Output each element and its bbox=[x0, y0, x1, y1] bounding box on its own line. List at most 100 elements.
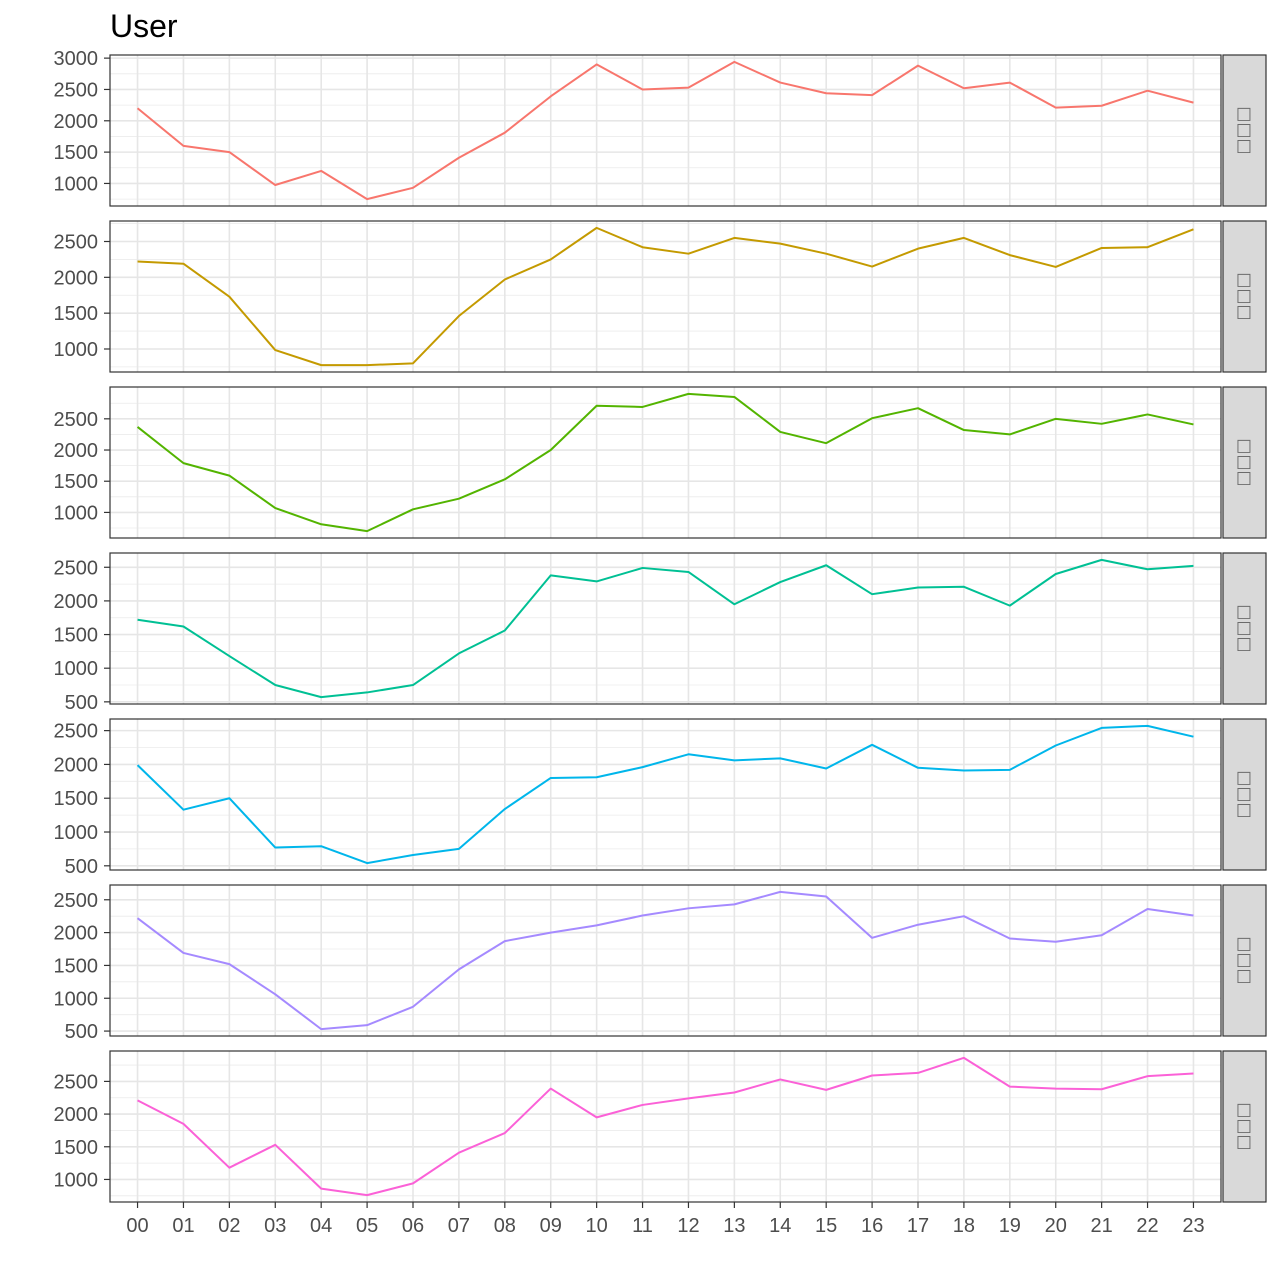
facet-strip-label: □□□ bbox=[1235, 770, 1255, 818]
panel-background bbox=[110, 221, 1221, 372]
series-line bbox=[137, 558, 1194, 699]
y-tick-label: 1000 bbox=[54, 822, 99, 844]
x-tick-label: 15 bbox=[815, 1215, 837, 1237]
y-tick-label: 2500 bbox=[54, 1071, 99, 1093]
y-tick-label: 2500 bbox=[54, 721, 99, 743]
y-tick-label: 2000 bbox=[54, 1104, 99, 1126]
y-tick-label: 2000 bbox=[54, 923, 99, 945]
x-tick-label: 08 bbox=[494, 1215, 516, 1237]
y-tick-label: 1500 bbox=[54, 788, 99, 810]
x-tick-label: 19 bbox=[999, 1215, 1021, 1237]
y-tick-label: 1500 bbox=[54, 471, 99, 493]
y-tick-label: 1000 bbox=[54, 339, 99, 361]
y-tick-label: 1000 bbox=[54, 1169, 99, 1191]
x-tick-label: 12 bbox=[677, 1215, 699, 1237]
x-tick-label: 22 bbox=[1136, 1215, 1158, 1237]
y-tick-label: 2500 bbox=[54, 409, 99, 431]
x-tick-label: 06 bbox=[402, 1215, 424, 1237]
y-tick-label: 2500 bbox=[54, 557, 99, 579]
facet-strip-label: □□□ bbox=[1235, 106, 1255, 154]
x-tick-label: 01 bbox=[172, 1215, 194, 1237]
y-tick-label: 1000 bbox=[54, 173, 99, 195]
facet-panel: 1000 1500 2000 2500 □□□ bbox=[54, 386, 1267, 539]
x-tick-label: 03 bbox=[264, 1215, 286, 1237]
facet-strip bbox=[1222, 54, 1267, 207]
y-tick-label: 2000 bbox=[54, 440, 99, 462]
x-tick-label: 16 bbox=[861, 1215, 883, 1237]
y-tick-label: 500 bbox=[65, 692, 98, 714]
panel-background bbox=[110, 387, 1221, 538]
panel-background bbox=[110, 1051, 1221, 1202]
facet-strip-label: □□□ bbox=[1235, 604, 1255, 652]
series-line bbox=[136, 724, 1194, 865]
y-tick-label: 1500 bbox=[54, 955, 99, 977]
x-tick-label: 00 bbox=[126, 1215, 148, 1237]
x-tick-label: 17 bbox=[907, 1215, 929, 1237]
facet-panel: 1000 1500 2000 2500 3000 □□□ bbox=[54, 48, 1267, 207]
y-tick-label: 2500 bbox=[54, 890, 99, 912]
x-tick-label: 13 bbox=[723, 1215, 745, 1237]
facet-strip bbox=[1222, 220, 1267, 373]
x-axis: 00 01 02 03 04 05 06 07 08 09 10 11 12 13 14 15 16 17 18 19… bbox=[126, 1202, 1205, 1237]
facet-panel: 1000 1500 2000 2500 □□□ bbox=[54, 220, 1267, 373]
x-tick-label: 18 bbox=[953, 1215, 975, 1237]
y-tick-label: 2000 bbox=[54, 591, 99, 613]
y-tick-label: 3000 bbox=[54, 48, 99, 70]
facet-panel: 500 1000 1500 2000 2500 □□□ bbox=[54, 718, 1267, 878]
y-tick-label: 1000 bbox=[54, 658, 99, 680]
series-line bbox=[137, 1056, 1194, 1197]
series-line bbox=[137, 226, 1194, 367]
y-tick-label: 1500 bbox=[54, 625, 99, 647]
x-tick-label: 07 bbox=[448, 1215, 470, 1237]
y-tick-label: 1000 bbox=[54, 502, 99, 524]
facet-strip bbox=[1222, 552, 1267, 705]
x-tick-label: 14 bbox=[769, 1215, 791, 1237]
panel-background bbox=[110, 719, 1221, 870]
facet-strip-label: □□□ bbox=[1235, 272, 1255, 320]
panel-border bbox=[109, 386, 1222, 539]
x-tick-label: 04 bbox=[310, 1215, 332, 1237]
panel-border bbox=[109, 1050, 1222, 1203]
y-tick-label: 500 bbox=[65, 1021, 98, 1043]
panel-background bbox=[110, 55, 1221, 206]
facet-strip bbox=[1222, 884, 1267, 1037]
facet-strip-label: □□□ bbox=[1235, 1102, 1255, 1150]
facet-strip bbox=[1222, 1050, 1267, 1203]
facet-strip bbox=[1222, 386, 1267, 539]
facet-strip-label: □□□ bbox=[1235, 936, 1255, 984]
series-line bbox=[136, 890, 1194, 1031]
y-tick-label: 2000 bbox=[54, 111, 99, 133]
x-tick-label: 05 bbox=[356, 1215, 378, 1237]
panel-border bbox=[109, 884, 1222, 1037]
facet-strip-label: □□□ bbox=[1235, 438, 1255, 486]
x-tick-label: 21 bbox=[1091, 1215, 1113, 1237]
x-tick-label: 09 bbox=[540, 1215, 562, 1237]
y-tick-label: 1500 bbox=[54, 303, 99, 325]
x-tick-label: 11 bbox=[632, 1215, 653, 1237]
facet-strip bbox=[1222, 718, 1267, 871]
x-tick-label: 02 bbox=[218, 1215, 240, 1237]
y-tick-label: 2000 bbox=[54, 754, 99, 776]
y-tick-label: 2000 bbox=[54, 267, 99, 289]
chart-title: User bbox=[110, 8, 178, 44]
x-tick-label: 10 bbox=[586, 1215, 608, 1237]
panel-border bbox=[109, 54, 1222, 207]
y-tick-label: 2500 bbox=[54, 79, 99, 101]
facet-panel: 1000 1500 2000 2500 □□□ bbox=[54, 1050, 1267, 1203]
x-tick-label: 20 bbox=[1045, 1215, 1067, 1237]
x-tick-label: 23 bbox=[1182, 1215, 1204, 1237]
panel-background bbox=[110, 885, 1221, 1036]
panel-border bbox=[109, 552, 1222, 705]
y-tick-label: 1000 bbox=[54, 988, 99, 1010]
panel-background bbox=[110, 553, 1221, 704]
series-line bbox=[136, 60, 1194, 201]
y-tick-label: 2500 bbox=[54, 231, 99, 253]
y-tick-label: 1500 bbox=[54, 142, 99, 164]
panel-border bbox=[109, 220, 1222, 373]
series-line bbox=[136, 392, 1194, 533]
facet-panel: 500 1000 1500 2000 2500 □□□ bbox=[54, 552, 1267, 714]
facet-panel: 500 1000 1500 2000 2500 □□□ bbox=[54, 884, 1267, 1043]
panel-border bbox=[109, 718, 1222, 871]
y-tick-label: 1500 bbox=[54, 1137, 99, 1159]
